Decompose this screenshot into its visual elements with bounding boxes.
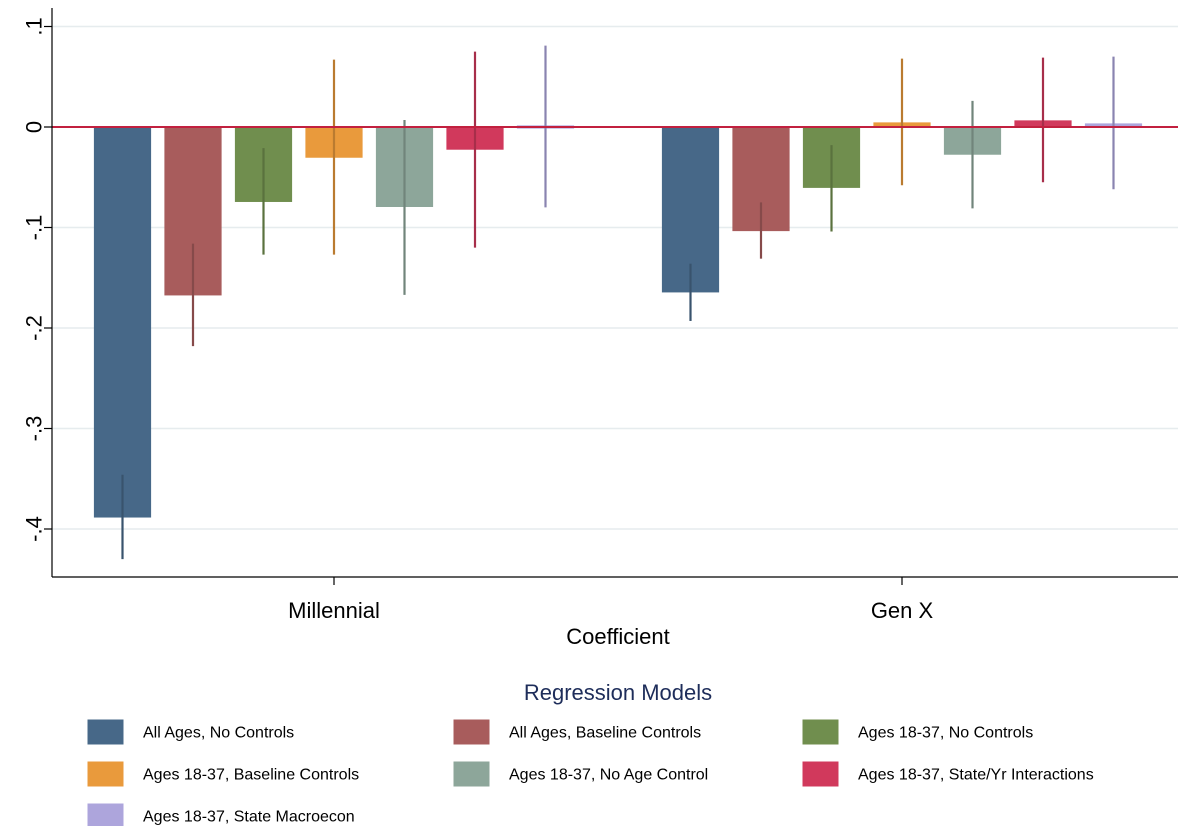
legend-swatch — [87, 761, 124, 787]
x-axis-ticks: Millennial Gen X — [288, 577, 934, 623]
legend-swatch — [87, 719, 124, 745]
axes — [51, 8, 1178, 578]
y-tick-label: -.3 — [22, 416, 47, 442]
x-axis-title: Coefficient — [566, 624, 670, 649]
y-tick-label: -.4 — [22, 516, 47, 542]
legend-swatch — [87, 803, 124, 826]
y-tick-label: .1 — [22, 17, 47, 35]
legend-label: Ages 18-37, State Macroecon — [143, 809, 355, 826]
legend-swatch — [802, 719, 839, 745]
legend-label: Ages 18-37, Baseline Controls — [143, 767, 359, 784]
x-tick-label: Millennial — [288, 598, 380, 623]
y-tick-label: -.1 — [22, 215, 47, 241]
y-tick-label: 0 — [22, 121, 47, 133]
legend-swatch — [453, 719, 490, 745]
y-tick-label: -.2 — [22, 315, 47, 341]
error-bars — [121, 45, 1115, 560]
legend-swatch — [453, 761, 490, 787]
legend-label: Ages 18-37, No Controls — [858, 725, 1033, 742]
bar — [93, 126, 152, 518]
legend: Regression Models All Ages, No Controls A… — [87, 680, 1094, 826]
legend-label: Ages 18-37, No Age Control — [509, 767, 708, 784]
legend-label: All Ages, Baseline Controls — [509, 725, 701, 742]
legend-swatch — [802, 761, 839, 787]
x-tick-label: Gen X — [871, 598, 934, 623]
legend-label: All Ages, No Controls — [143, 725, 294, 742]
legend-label: Ages 18-37, State/Yr Interactions — [858, 767, 1094, 784]
legend-title: Regression Models — [524, 680, 712, 705]
bars — [93, 120, 1143, 518]
y-axis-ticks: .1 0 -.1 -.2 -.3 -.4 — [22, 17, 52, 542]
